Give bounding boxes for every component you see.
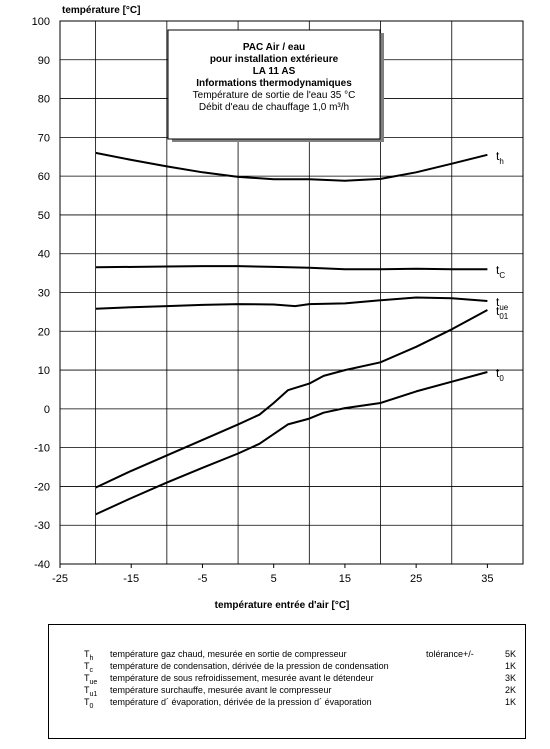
- info-box: PAC Air / eau pour installation extérieu…: [167, 29, 384, 142]
- legend-description: température gaz chaud, mesurée en sortie…: [110, 649, 347, 659]
- series-label-tC: tC: [496, 263, 505, 280]
- series-line-th: [95, 151, 488, 182]
- legend-symbol: Tu1: [84, 685, 98, 698]
- series-line-tue: [95, 296, 488, 310]
- legend-description: température de sous refroidissement, mes…: [110, 673, 374, 683]
- x-tick-label: 35: [481, 573, 493, 585]
- y-tick-label: 90: [38, 55, 50, 67]
- legend-tolerance-value: 1K: [504, 661, 516, 671]
- legend-description: température de condensation, dérivée de …: [110, 661, 389, 671]
- series-label-th: th: [496, 149, 504, 166]
- x-tick-label: 25: [410, 573, 422, 585]
- y-tick-label: 40: [38, 249, 50, 261]
- series-line-tC: [95, 265, 488, 271]
- y-tick-label: -10: [34, 443, 50, 455]
- info-box-line4: Informations thermodynamiques: [196, 78, 352, 89]
- y-tick-label: 0: [44, 404, 50, 416]
- plot-frame: [59, 20, 524, 565]
- series-line-t0: [95, 371, 488, 516]
- y-tick-label: -40: [34, 559, 50, 571]
- legend-box: Th température gaz chaud, mesurée en sort…: [48, 624, 526, 739]
- legend-symbol: Tc: [84, 661, 93, 674]
- info-box-frame: [167, 29, 381, 140]
- legend-tolerance-value: 1K: [504, 697, 516, 707]
- axes: [59, 20, 524, 568]
- legend-row: Tc température de condensation, dérivée d…: [84, 661, 516, 674]
- legend-row: Tue température de sous refroidissement, …: [84, 673, 516, 686]
- y-tick-label: 70: [38, 132, 50, 144]
- legend-tolerance-value: 3K: [504, 673, 516, 683]
- info-box-line6: Débit d'eau de chauffage 1,0 m³/h: [199, 102, 349, 113]
- legend-description: température d´ évaporation, dérivée de l…: [110, 697, 372, 707]
- y-tick-label: -20: [34, 481, 50, 493]
- legend-symbol: Tue: [84, 673, 98, 686]
- series-label-t0: t0: [496, 366, 504, 383]
- y-tick-label: 50: [38, 210, 50, 222]
- info-box-title: PAC Air / eau: [243, 42, 305, 53]
- y-tick-label: 60: [38, 171, 50, 183]
- legend-description: température surchauffe, mesurée avant le…: [110, 685, 332, 695]
- x-axis-label: température entrée d'air [°C]: [215, 600, 350, 611]
- legend-tolerance-label: tolérance+/-: [426, 649, 474, 659]
- x-tick-label: 15: [339, 573, 351, 585]
- legend-symbol: Th: [84, 649, 94, 662]
- x-tick-label: 5: [271, 573, 277, 585]
- legend-row: T0 température d´ évaporation, dérivée de…: [84, 697, 516, 710]
- info-box-line5: Température de sortie de l'eau 35 °C: [193, 90, 356, 101]
- y-tick-label: 30: [38, 288, 50, 300]
- y-tick-label: -30: [34, 520, 50, 532]
- legend-tolerance-value: 2K: [504, 685, 516, 695]
- y-axis-label: température [°C]: [62, 5, 140, 16]
- x-tick-label: -15: [123, 573, 139, 585]
- y-tick-label: 100: [32, 16, 50, 28]
- legend-row: Tu1 température surchauffe, mesurée avant…: [84, 685, 516, 698]
- y-tick-label: 10: [38, 365, 50, 377]
- x-tick-label: -25: [52, 573, 68, 585]
- x-tick-label: -5: [198, 573, 208, 585]
- series-line-t01: [95, 309, 488, 489]
- legend-row: Th température gaz chaud, mesurée en sort…: [84, 649, 516, 662]
- info-box-line2: pour installation extérieure: [210, 54, 339, 65]
- legend-symbol: T0: [84, 697, 94, 710]
- tick-labels: -25 -15 -5 5 15 25 35 -40 -30 -20 -10 0 10 20 30 40 50 60…: [32, 16, 494, 585]
- y-tick-label: 20: [38, 326, 50, 338]
- info-box-line3: LA 11 AS: [253, 66, 296, 77]
- y-tick-label: 80: [38, 94, 50, 106]
- legend-tolerance-value: 5K: [504, 649, 516, 659]
